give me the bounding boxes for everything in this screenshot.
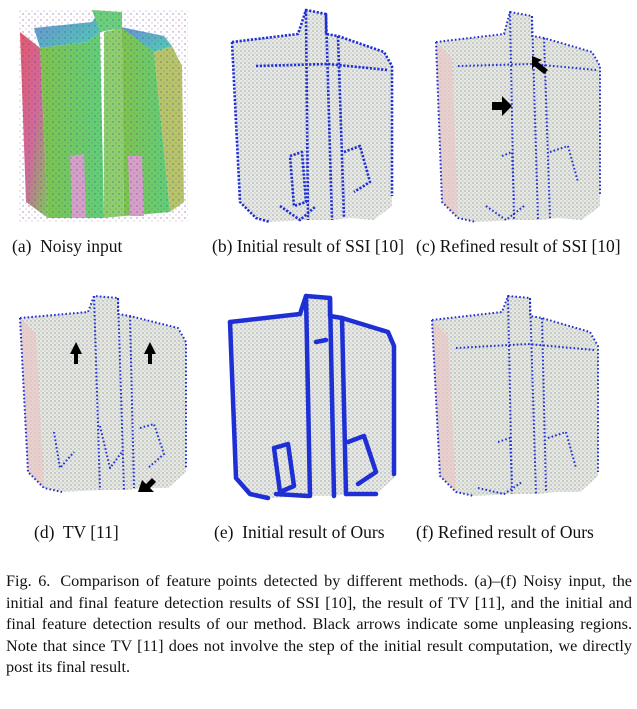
refined-ours-render: [431, 295, 599, 497]
figure-caption-text: Comparison of feature points detected by…: [6, 572, 632, 676]
arrow-icon: [138, 478, 156, 492]
panel-b-initial-ssi: [220, 6, 420, 236]
panel-e-initial-ours: [220, 292, 420, 522]
panel-f-refined-ours: [426, 292, 626, 522]
subcaption-e: (e) Initial result of Ours: [214, 522, 385, 542]
panel-a-noisy-input: [4, 6, 204, 236]
panel-d-tv: [14, 292, 214, 522]
subcaption-f: (f) Refined result of Ours: [416, 522, 594, 542]
subcaption-d: (d) TV [11]: [34, 522, 119, 542]
initial-ssi-render: [230, 8, 394, 224]
arrow-icon: [70, 342, 82, 364]
noisy-input-render: [18, 10, 188, 222]
refined-ssi-render: [435, 11, 601, 223]
subcaption-c: (c) Refined result of SSI [10]: [416, 236, 621, 256]
arrow-icon: [144, 342, 156, 364]
figure-label: Fig. 6.: [6, 572, 51, 590]
figure-caption: Fig. 6. Comparison of feature points dete…: [6, 571, 632, 679]
tv-render: [19, 295, 187, 493]
initial-ours-render: [227, 293, 397, 501]
panel-c-refined-ssi: [428, 6, 628, 236]
arrow-icon: [532, 56, 548, 74]
subcaption-a: (a) Noisy input: [12, 236, 123, 256]
arrow-icon: [492, 96, 512, 116]
subcaption-b: (b) Initial result of SSI [10]: [212, 236, 404, 256]
